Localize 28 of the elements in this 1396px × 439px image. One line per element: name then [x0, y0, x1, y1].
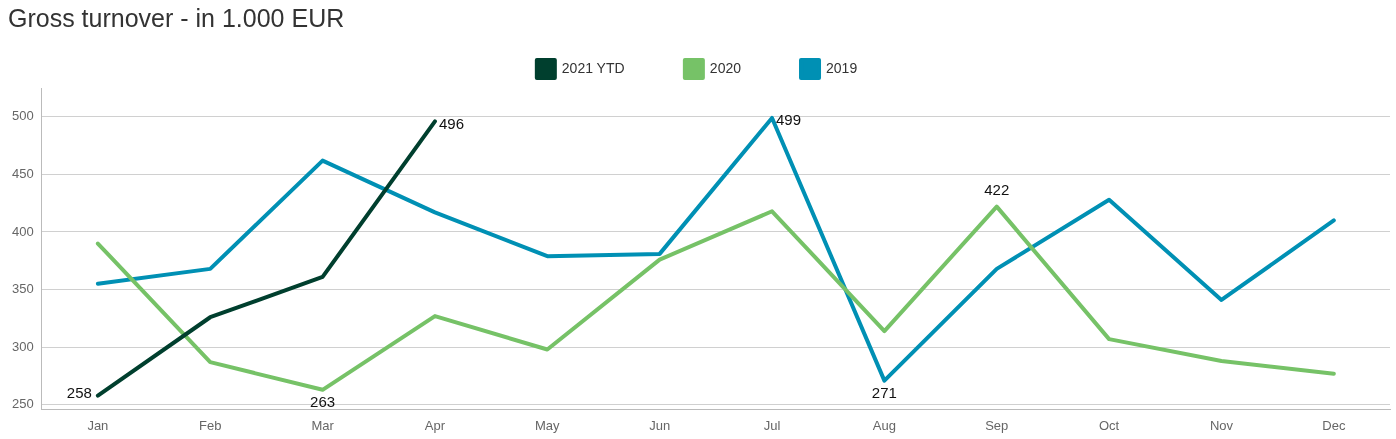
x-tick-label: Jul [763, 417, 781, 433]
data-label: 496 [438, 114, 464, 132]
data-label: 271 [871, 384, 897, 402]
x-tick-label: May [535, 417, 561, 433]
x-tick-label: Aug [872, 417, 896, 433]
x-tick-label: Apr [424, 417, 446, 433]
x-tick-label: Jun [649, 417, 671, 433]
y-tick-label: 300 [11, 338, 34, 354]
y-tick-label: 350 [11, 281, 34, 297]
y-tick-label: 500 [11, 108, 34, 124]
x-tick-label: Oct [1098, 417, 1120, 433]
legend-label: 2020 [709, 59, 742, 76]
x-tick-label: Nov [1209, 417, 1234, 433]
y-tick-label: 250 [11, 396, 34, 412]
data-label: 258 [66, 383, 92, 401]
x-tick-label: Jan [87, 417, 109, 433]
data-label: 263 [310, 393, 336, 411]
x-tick-label: Sep [985, 417, 1009, 433]
legend-label: 2021 YTD [561, 59, 625, 76]
data-label: 499 [776, 111, 802, 129]
x-tick-label: Feb [199, 417, 222, 433]
x-tick-label: Mar [311, 417, 335, 433]
y-tick-label: 450 [11, 165, 34, 181]
data-label: 422 [984, 181, 1010, 199]
legend-label: 2019 [826, 59, 858, 76]
y-tick-label: 400 [11, 223, 34, 239]
chart-title: Gross turnover - in 1.000 EUR [8, 4, 345, 33]
x-tick-label: Dec [1322, 417, 1346, 433]
